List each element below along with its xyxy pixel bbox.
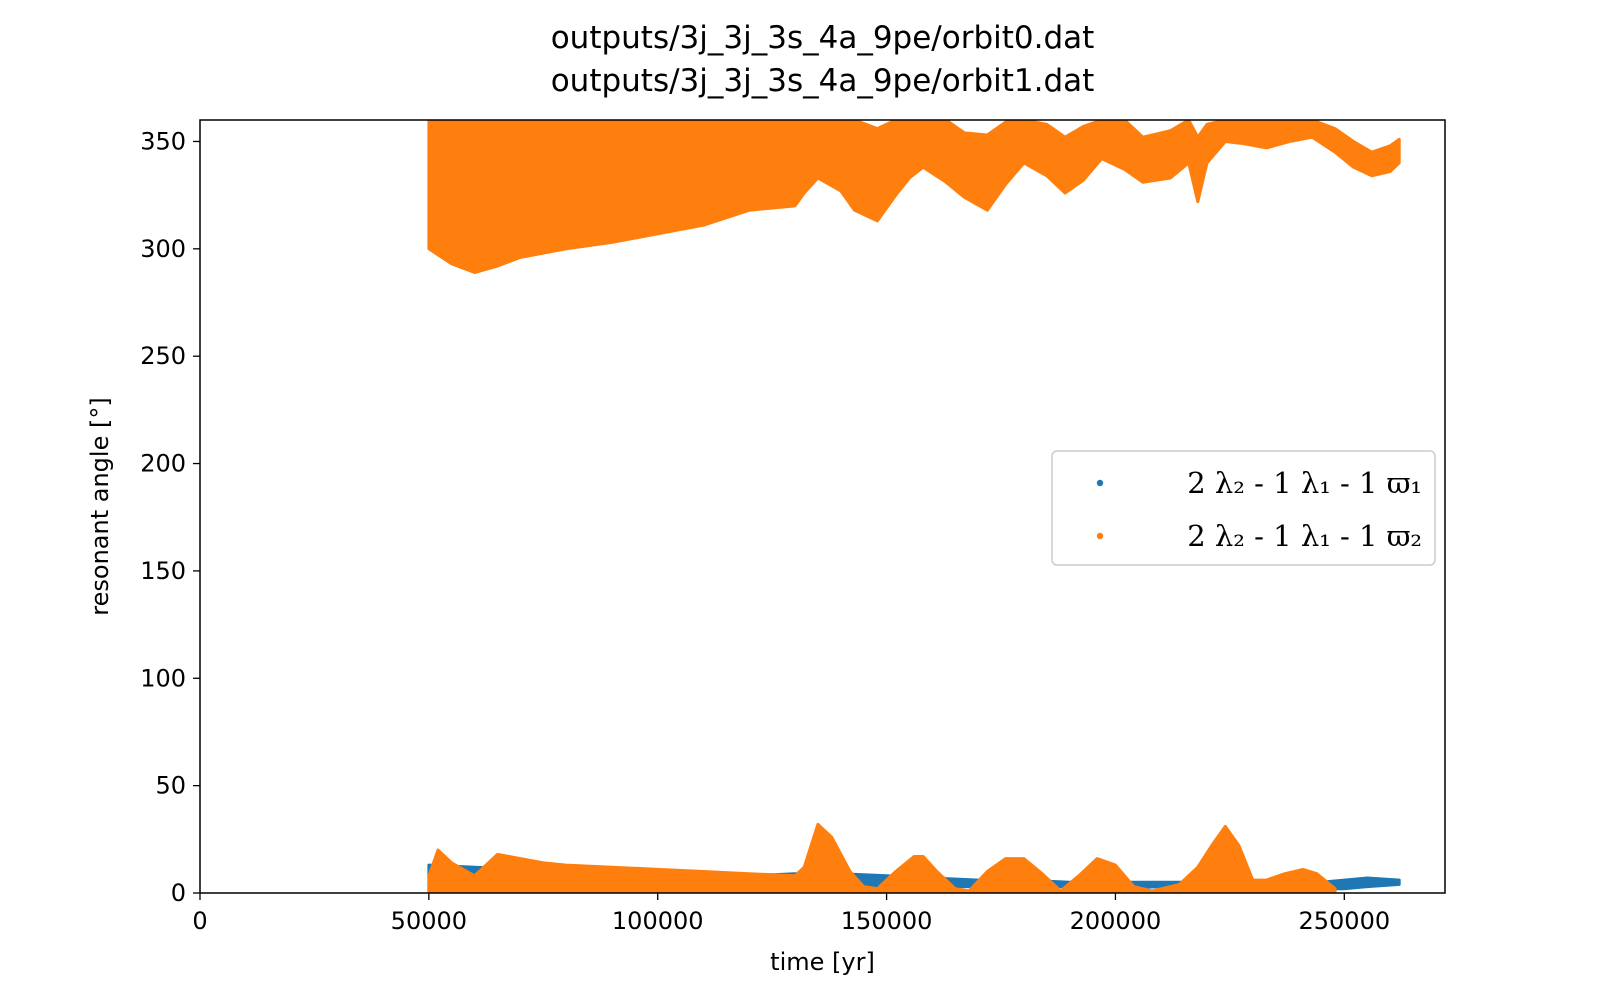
- legend-entry-label: 2 λ₂ - 1 λ₁ - 1 ϖ₁: [1187, 466, 1422, 500]
- series-2-band-2: [427, 822, 1337, 893]
- series-2-band-1: [427, 120, 1401, 274]
- y-tick-label: 100: [140, 664, 186, 692]
- legend-marker: [1096, 479, 1104, 487]
- x-tick-label: 250000: [1298, 907, 1390, 935]
- x-tick-label: 150000: [841, 907, 933, 935]
- y-axis-label: resonant angle [°]: [86, 397, 114, 615]
- x-tick-label: 100000: [612, 907, 704, 935]
- x-tick-label: 0: [192, 907, 207, 935]
- legend-box: [1051, 450, 1436, 566]
- series-layer: [427, 120, 1401, 893]
- x-axis: 0 50000 100000 150000 200000 250000: [192, 893, 1390, 935]
- x-tick-label: 50000: [391, 907, 467, 935]
- y-axis: 0 50 100 150 200 250 300 350: [140, 127, 200, 907]
- x-tick-label: 200000: [1070, 907, 1162, 935]
- y-tick-label: 0: [171, 879, 186, 907]
- y-tick-label: 200: [140, 450, 186, 478]
- y-tick-label: 250: [140, 342, 186, 370]
- chart-title-line: outputs/3j_3j_3s_4a_9pe/orbit1.dat: [551, 63, 1095, 99]
- x-axis-label: time [yr]: [770, 948, 875, 976]
- chart-title-line: outputs/3j_3j_3s_4a_9pe/orbit0.dat: [551, 20, 1095, 56]
- legend: 2 λ₂ - 1 λ₁ - 1 ϖ₁ 2 λ₂ - 1 λ₁ - 1 ϖ₂: [1051, 450, 1436, 566]
- y-tick-label: 300: [140, 235, 186, 263]
- y-tick-label: 350: [140, 127, 186, 155]
- y-tick-label: 50: [155, 772, 186, 800]
- series-2: [427, 120, 1401, 893]
- plot-frame: [199, 119, 1446, 894]
- legend-entry-label: 2 λ₂ - 1 λ₁ - 1 ϖ₂: [1187, 519, 1422, 553]
- legend-marker: [1096, 532, 1104, 540]
- y-tick-label: 150: [140, 557, 186, 585]
- chart-title: outputs/3j_3j_3s_4a_9pe/orbit0.datoutput…: [551, 20, 1095, 99]
